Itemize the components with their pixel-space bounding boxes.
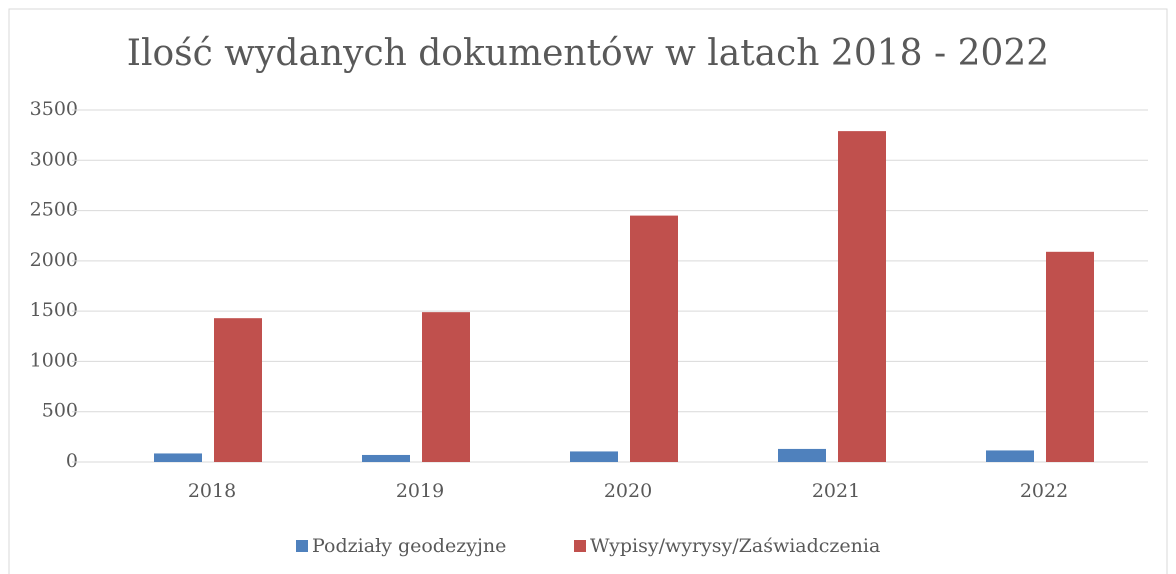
bar bbox=[214, 318, 262, 462]
legend-swatch bbox=[574, 540, 586, 552]
bar bbox=[778, 448, 826, 462]
legend-swatch bbox=[296, 540, 308, 552]
y-tick-label: 2500 bbox=[30, 199, 78, 221]
x-tick-label: 2022 bbox=[1020, 480, 1068, 502]
x-tick-label: 2020 bbox=[604, 480, 652, 502]
bar bbox=[1046, 251, 1094, 462]
x-tick-label: 2018 bbox=[188, 480, 236, 502]
chart-border bbox=[8, 8, 1168, 574]
y-tick-label: 3000 bbox=[30, 148, 78, 170]
bar bbox=[154, 453, 202, 462]
y-tick-label: 3500 bbox=[30, 98, 78, 120]
x-tick-label: 2021 bbox=[812, 480, 860, 502]
bar bbox=[422, 312, 470, 462]
bar bbox=[838, 131, 886, 462]
y-tick-label: 1500 bbox=[30, 299, 78, 321]
legend-label: Wypisy/wyrysy/Zaświadczenia bbox=[590, 535, 880, 557]
bar bbox=[986, 450, 1034, 462]
chart-title: Ilość wydanych dokumentów w latach 2018 … bbox=[127, 33, 1049, 74]
bar bbox=[362, 454, 410, 462]
bar bbox=[630, 215, 678, 462]
y-tick-label: 0 bbox=[66, 450, 78, 472]
y-tick-label: 500 bbox=[42, 400, 78, 422]
y-tick-label: 2000 bbox=[30, 249, 78, 271]
bar bbox=[570, 451, 618, 462]
x-tick-label: 2019 bbox=[396, 480, 444, 502]
legend-label: Podziały geodezyjne bbox=[312, 535, 506, 557]
y-tick-label: 1000 bbox=[30, 349, 78, 371]
